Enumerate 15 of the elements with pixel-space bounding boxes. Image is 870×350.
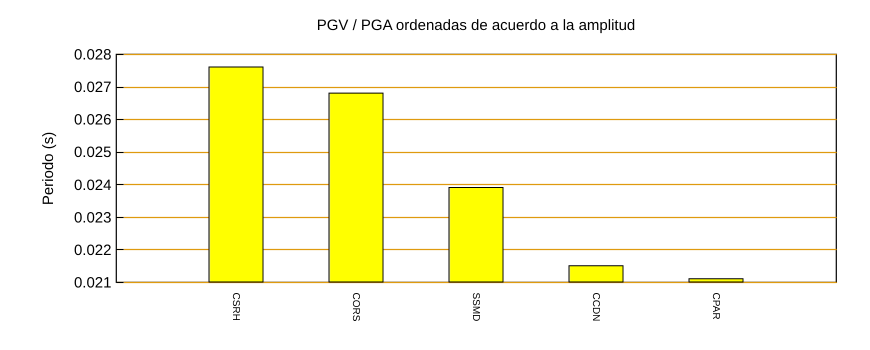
y-tick-label: 0.023 bbox=[74, 209, 112, 226]
y-tick-label: 0.027 bbox=[74, 79, 112, 96]
y-axis-title: Periodo (s) bbox=[40, 132, 57, 206]
x-tick-label: CPAR bbox=[710, 292, 721, 320]
x-tick-label: SSMD bbox=[470, 292, 481, 322]
y-tick-label: 0.021 bbox=[74, 274, 112, 292]
y-tick-label: 0.025 bbox=[74, 144, 112, 162]
y-tick-label: 0.028 bbox=[74, 46, 112, 64]
x-tick-label: CCDN bbox=[590, 292, 601, 322]
x-tick-label: CSRH bbox=[230, 292, 241, 321]
y-tick-label: 0.026 bbox=[74, 112, 112, 129]
y-tick-label: 0.022 bbox=[74, 242, 112, 259]
y-tick-label: 0.024 bbox=[74, 176, 112, 194]
chart-title: PGV / PGA ordenadas de acuerdo a la amplitud bbox=[316, 17, 636, 34]
x-tick-label: CORS bbox=[350, 292, 361, 322]
